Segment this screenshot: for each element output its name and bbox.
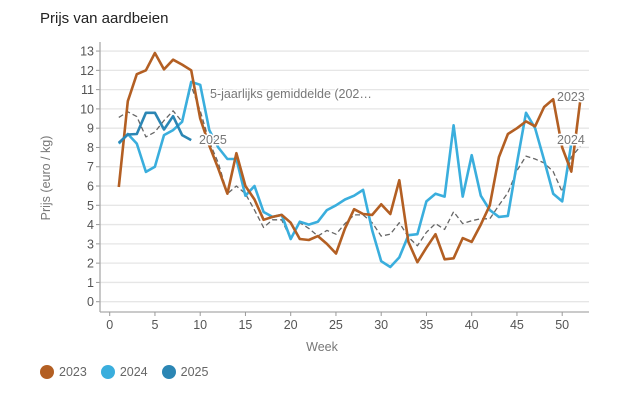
series-lines	[117, 51, 582, 269]
series-end-labels: 2023 2024 2025 5-jaarlijks gemiddelde (202…	[198, 86, 587, 149]
legend-swatch-2025	[161, 365, 176, 379]
y-tick-label: 4	[87, 218, 94, 232]
y-tick-label: 9	[87, 122, 94, 136]
x-tick-label: 10	[193, 318, 207, 332]
x-tick-label: 30	[374, 318, 388, 332]
legend-item-2025[interactable]: 2025	[161, 365, 209, 379]
legend: 2023 2024 2025	[40, 365, 222, 379]
series-end-label: 2025	[199, 133, 227, 147]
y-tick-label: 7	[87, 160, 94, 174]
chart-title: Prijs van aardbeien	[40, 10, 169, 27]
x-tick-label: 25	[329, 318, 343, 332]
x-tick-label: 5	[151, 318, 158, 332]
y-tick-label: 0	[87, 295, 94, 309]
x-tick-label: 50	[555, 318, 569, 332]
legend-swatch-2024	[100, 365, 115, 379]
legend-item-2023[interactable]: 2023	[40, 365, 87, 379]
y-tick-label: 8	[87, 141, 94, 155]
legend-label: 2023	[59, 365, 87, 379]
y-tick-label: 6	[87, 180, 94, 194]
y-tick-label: 11	[81, 83, 94, 97]
legend-item-2024[interactable]: 2024	[100, 365, 148, 379]
series-line-2023[interactable]	[117, 51, 582, 264]
legend-label: 2024	[119, 365, 148, 379]
y-tick-label: 13	[80, 45, 94, 59]
y-tick-label: 5	[87, 199, 94, 213]
x-tick-label: 20	[284, 318, 298, 332]
gridlines	[100, 50, 589, 303]
series-end-label: 5-jaarlijks gemiddelde (202…	[210, 87, 372, 101]
x-tick-label: 45	[510, 318, 524, 332]
legend-swatch-2023	[40, 365, 54, 379]
x-tick-label: 15	[238, 318, 252, 332]
series-end-label: 2024	[557, 133, 585, 147]
series-end-label: 2023	[557, 90, 585, 104]
y-tick-label: 12	[80, 64, 94, 78]
series-line-2024[interactable]	[117, 80, 573, 269]
series-line-2025[interactable]	[117, 111, 192, 144]
y-tick-label: 1	[87, 276, 94, 290]
x-tick-label: 40	[465, 318, 479, 332]
y-tick-label: 3	[87, 237, 94, 251]
x-axis-label: Week	[306, 340, 338, 354]
x-tick-label: 35	[419, 318, 433, 332]
y-axis-label: Prijs (euro / kg)	[39, 136, 53, 221]
y-tick-label: 10	[80, 102, 94, 116]
legend-label: 2025	[180, 365, 209, 379]
y-tick-label: 2	[87, 257, 94, 271]
x-tick-label: 0	[106, 318, 113, 332]
